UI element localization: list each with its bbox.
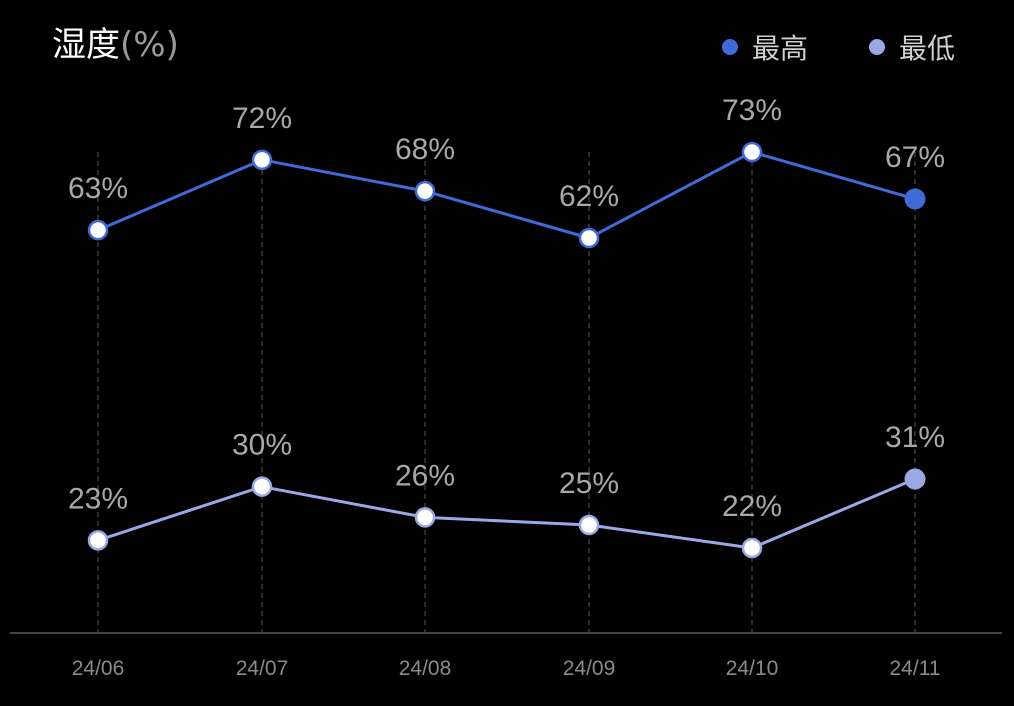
x-tick-label: 24/11 [890, 657, 941, 680]
data-point[interactable] [414, 180, 436, 202]
legend-label-max: 最高 [752, 32, 808, 65]
data-label: 62% [559, 180, 619, 213]
x-tick-label: 24/08 [399, 657, 452, 680]
vertical-gridlines [97, 152, 916, 632]
legend-label-min: 最低 [899, 32, 955, 65]
x-tick-label: 24/10 [726, 657, 779, 680]
data-point[interactable] [414, 507, 436, 528]
data-label: 30% [232, 429, 292, 462]
data-labels: 63% 72% 68% 62% 73% 67% 23% 30% 26% 25% 22% 31% [68, 94, 945, 523]
data-label: 31% [885, 421, 945, 454]
data-point[interactable] [904, 188, 926, 210]
series-lines [87, 141, 926, 559]
chart-title: 湿度(%) [52, 25, 179, 65]
data-point[interactable] [741, 141, 763, 163]
series-min-line [97, 477, 916, 550]
legend-item-min[interactable]: 最低 [869, 32, 955, 65]
legend-item-max[interactable]: 最高 [722, 32, 808, 65]
series-min [87, 468, 926, 559]
x-tick-label: 24/09 [563, 657, 616, 680]
svg-text:湿度(%): 湿度(%) [52, 25, 179, 65]
legend-marker-max [722, 39, 738, 55]
x-axis-tick-labels: 24/06 24/07 24/08 24/09 24/10 24/11 [72, 657, 941, 680]
data-label: 67% [885, 141, 945, 174]
data-point[interactable] [251, 476, 273, 497]
data-label: 72% [232, 102, 292, 135]
data-point[interactable] [578, 227, 600, 249]
series-max [87, 141, 926, 249]
chart-title-unit: (%) [120, 25, 179, 65]
data-point[interactable] [251, 149, 273, 171]
data-label: 23% [68, 482, 128, 515]
legend-marker-min [869, 39, 885, 55]
data-point[interactable] [87, 530, 109, 551]
chart-title-main: 湿度 [52, 25, 120, 65]
data-label: 68% [395, 133, 455, 166]
x-tick-label: 24/06 [72, 657, 125, 680]
data-label: 63% [68, 172, 128, 205]
data-point[interactable] [904, 468, 926, 490]
data-label: 22% [722, 490, 782, 523]
data-label: 26% [395, 459, 455, 492]
data-label: 25% [559, 467, 619, 500]
data-point[interactable] [578, 514, 600, 536]
data-point[interactable] [87, 219, 109, 241]
legend: 最高 最低 [722, 32, 955, 65]
x-tick-label: 24/07 [236, 657, 289, 680]
data-label: 73% [722, 94, 782, 127]
data-point[interactable] [741, 537, 763, 559]
series-max-line [97, 150, 916, 240]
